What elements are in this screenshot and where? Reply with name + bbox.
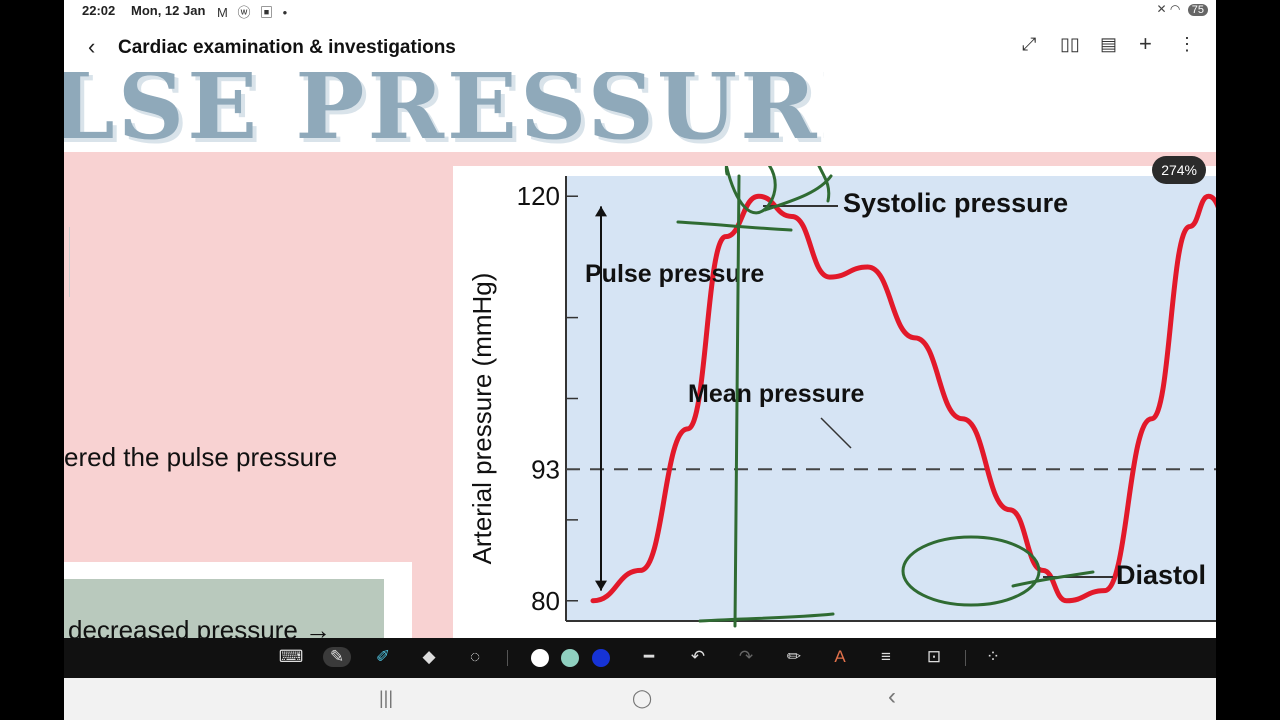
highlighter-icon[interactable]: ✐ xyxy=(375,647,391,666)
keyboard-icon[interactable]: ⌨ xyxy=(278,647,304,666)
zoom-level[interactable]: 274% xyxy=(1152,156,1206,184)
add-icon[interactable]: + xyxy=(1139,31,1152,56)
drawing-toolbar: ⌨ ✎ ✐ ◆ ◌ ━ ↶ ↷ ✏ A ≡ ⊡ ⁘ xyxy=(64,638,1216,678)
y-axis-label: Arterial pressure (mmHg) xyxy=(467,273,497,565)
book-icon[interactable]: ▯▯ xyxy=(1060,34,1080,54)
grid-icon[interactable]: ⁘ xyxy=(985,647,1001,666)
redo-icon[interactable]: ↷ xyxy=(738,647,754,666)
slide-banner: LSE PRESSURE LSE PRESSURE xyxy=(64,72,824,144)
ink-diastole-stroke xyxy=(1011,570,1095,588)
tablet-screen: 22:02 Mon, 12 Jan M ⓦ ▣ • ✕ ◠ 75 ‹ Cardi… xyxy=(64,0,1216,720)
plot-background xyxy=(566,176,1216,621)
toolbar-divider xyxy=(507,650,508,666)
status-time: 22:02 xyxy=(82,3,116,18)
banner-shadow: LSE PRESSURE xyxy=(64,72,824,144)
lasso-icon[interactable]: ◌ xyxy=(469,647,481,666)
toolbar-divider xyxy=(965,650,966,666)
recent-apps-button[interactable]: ||| xyxy=(379,688,394,708)
lock-icon[interactable]: ⊡ xyxy=(926,647,942,666)
note-canvas[interactable]: LSE PRESSURE LSE PRESSURE ered the pulse… xyxy=(64,72,1216,638)
pressure-chart: 120 93 80 Arterial pressure (mmHg) Systolic … xyxy=(453,166,1216,638)
more-icon[interactable]: ⋮ xyxy=(1178,34,1196,54)
expand-icon[interactable]: ⤢ xyxy=(1022,34,1037,54)
pen-icon[interactable]: ✎ xyxy=(323,647,351,667)
color-white[interactable] xyxy=(531,649,549,667)
text-box-icon[interactable]: ≡ xyxy=(881,647,891,666)
color-blue[interactable] xyxy=(592,649,610,667)
arrow-head-down xyxy=(595,580,607,591)
export-icon[interactable]: ▤ xyxy=(1100,34,1118,54)
back-button[interactable]: ‹ xyxy=(888,683,896,710)
ink-baseline-stroke xyxy=(698,612,835,623)
eraser-icon[interactable]: ◆ xyxy=(422,647,436,666)
text-icon[interactable]: A xyxy=(834,647,846,666)
systolic-label: Systolic pressure xyxy=(843,188,1068,218)
mean-leader-line xyxy=(820,417,852,449)
arrow-head-up xyxy=(595,206,607,217)
y-tick-label: 120 xyxy=(517,181,560,211)
mean-label: Mean pressure xyxy=(688,380,865,408)
y-tick-label: 93 xyxy=(531,454,560,484)
back-icon[interactable]: ‹ xyxy=(88,34,96,59)
pen-settings-icon[interactable]: ✏ xyxy=(786,647,802,666)
system-icons: ✕ ◠ 75 xyxy=(1157,2,1208,16)
slide-green-box: decreased pressure → xyxy=(64,579,384,638)
pressure-waveform xyxy=(590,193,1216,604)
notification-icons: M ⓦ ▣ • xyxy=(217,5,291,20)
status-bar: 22:02 Mon, 12 Jan M ⓦ ▣ • ✕ ◠ 75 xyxy=(64,0,1216,22)
ink-peak-tail xyxy=(763,166,833,212)
home-button[interactable]: ◯ xyxy=(632,688,653,708)
battery-icon: 75 xyxy=(1187,4,1208,16)
status-date: Mon, 12 Jan xyxy=(131,3,206,18)
pulse-label: Pulse pressure xyxy=(585,260,764,288)
banner-title: LSE PRESSURE xyxy=(64,72,824,144)
ink-vertical-line xyxy=(733,174,741,628)
document-title: Cardiac examination & investigations xyxy=(118,37,456,58)
color-teal[interactable] xyxy=(561,649,579,667)
ink-diastole-circle xyxy=(901,535,1041,607)
slide-text-decreased: decreased pressure → xyxy=(68,615,332,638)
ink-systole-stroke xyxy=(676,220,793,232)
pressure-chart-svg: 120 93 80 Arterial pressure (mmHg) Systolic … xyxy=(467,166,1216,628)
divider xyxy=(64,227,70,297)
system-navigation-bar: ||| ◯ ‹ xyxy=(64,678,1216,720)
mute-wifi-icon: ✕ ◠ xyxy=(1156,2,1181,16)
y-tick-label: 80 xyxy=(531,586,560,616)
app-header: ‹ Cardiac examination & investigations ⤢… xyxy=(64,22,1216,73)
slide-text-pulse: ered the pulse pressure xyxy=(64,442,338,472)
ink-peak-scribble xyxy=(724,166,777,215)
line-icon[interactable]: ━ xyxy=(643,647,655,666)
diastolic-label: Diastol xyxy=(1116,560,1206,590)
undo-icon[interactable]: ↶ xyxy=(690,647,706,666)
